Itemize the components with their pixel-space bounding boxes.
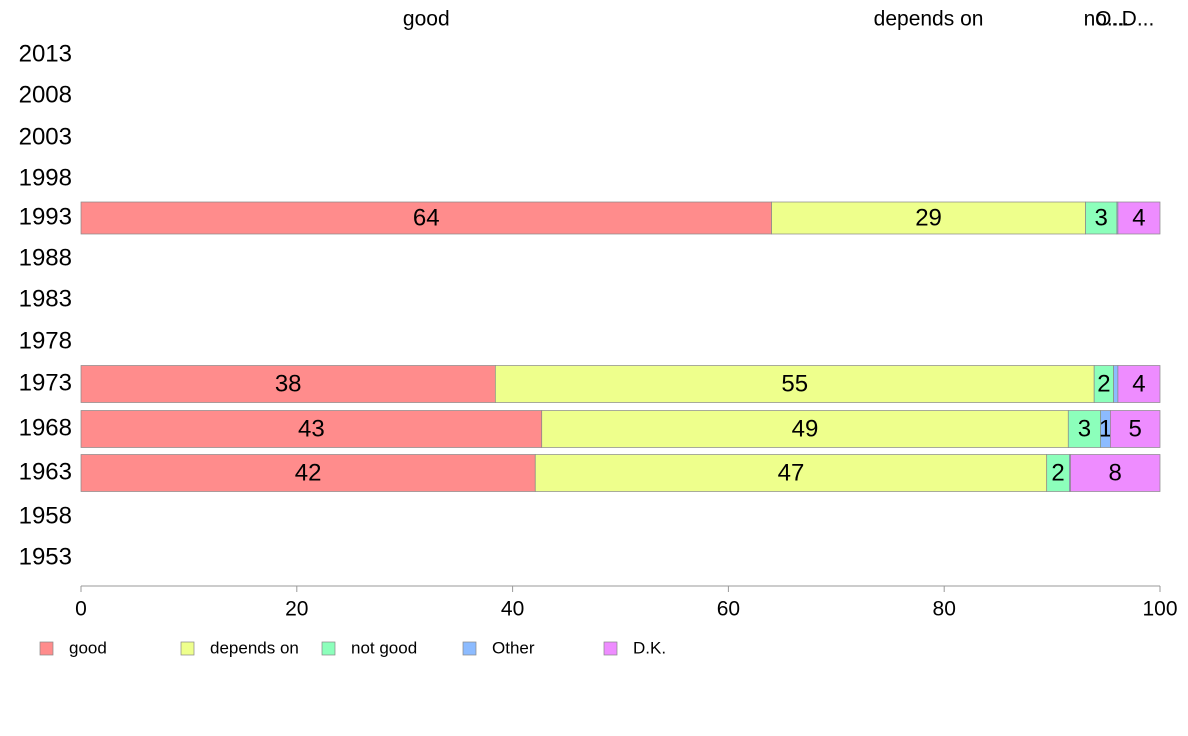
bar-segment <box>1113 365 1119 403</box>
data-label: 49 <box>792 415 819 442</box>
legend: good depends on not good Other D.K. <box>39 638 666 657</box>
year-label: 2008 <box>19 81 72 108</box>
bar-segment <box>80 365 496 403</box>
bar-segment <box>1070 454 1161 492</box>
x-axis: 0 20 40 60 80 100 <box>75 585 1178 621</box>
legend-label: depends on <box>210 638 299 657</box>
legend-swatch <box>603 641 618 656</box>
bars: 64 29 3 438 55 2 443 49 3 1 542 47 2 8 <box>80 201 1161 492</box>
data-label: 47 <box>778 459 805 486</box>
data-label: 5 <box>1129 415 1142 442</box>
legend-swatch <box>180 641 195 656</box>
x-tick-label: 80 <box>933 598 956 621</box>
year-label: 1973 <box>19 369 72 396</box>
bar-segment <box>494 365 1095 403</box>
bar-segment <box>541 410 1069 448</box>
data-label: 64 <box>413 204 440 231</box>
column-header-labels: good depends on no...O...D... <box>403 8 1154 31</box>
legend-label: good <box>69 638 107 657</box>
legend-swatch <box>321 641 336 656</box>
data-label: 55 <box>781 370 808 397</box>
bar-segment <box>1110 410 1161 448</box>
year-label: 2013 <box>19 40 72 67</box>
year-label: 1958 <box>19 502 72 529</box>
year-label: 1983 <box>19 285 72 312</box>
x-tick-label: 100 <box>1142 598 1177 621</box>
data-label: 3 <box>1078 415 1091 442</box>
bar-segment <box>80 410 543 448</box>
bar-segment <box>80 454 536 492</box>
bar-segment <box>1085 201 1118 235</box>
data-label: 2 <box>1051 459 1064 486</box>
bar-segment <box>80 201 772 235</box>
year-label: 1968 <box>19 414 72 441</box>
top-label: good <box>403 8 450 31</box>
legend-swatch <box>39 641 54 656</box>
year-label: 1963 <box>19 458 72 485</box>
x-tick-label: 0 <box>75 598 87 621</box>
data-label: 2 <box>1097 370 1110 397</box>
year-label: 1988 <box>19 244 72 271</box>
year-label: 1978 <box>19 327 72 354</box>
top-label: depends on <box>874 8 984 31</box>
x-tick-label: 20 <box>285 598 308 621</box>
top-label: no... <box>1084 8 1125 31</box>
year-label: 2003 <box>19 123 72 150</box>
legend-swatch <box>462 641 477 656</box>
top-label: O... <box>1095 8 1129 31</box>
data-label: 4 <box>1132 370 1145 397</box>
legend-label: Other <box>492 638 535 657</box>
data-label: 29 <box>915 204 942 231</box>
year-label: 1998 <box>19 164 72 191</box>
bar-segment <box>1117 365 1161 403</box>
data-label: 43 <box>298 415 325 442</box>
year-label: 1993 <box>19 203 72 230</box>
data-label: 8 <box>1109 459 1122 486</box>
data-label: 42 <box>295 459 322 486</box>
top-label: D... <box>1122 8 1155 31</box>
x-tick-label: 40 <box>501 598 524 621</box>
data-label: 3 <box>1095 204 1108 231</box>
category-labels: 2013 2008 2003 1998 1993 1988 1983 1978 1973 1968… <box>19 40 72 570</box>
data-label: 1 <box>1099 415 1112 442</box>
bar-segment <box>1117 201 1161 235</box>
legend-label: D.K. <box>633 638 666 657</box>
data-label: 4 <box>1132 204 1145 231</box>
year-label: 1953 <box>19 543 72 570</box>
legend-label: not good <box>351 638 417 657</box>
x-tick-label: 60 <box>717 598 740 621</box>
bar-segment <box>534 454 1048 492</box>
data-label: 38 <box>275 370 302 397</box>
